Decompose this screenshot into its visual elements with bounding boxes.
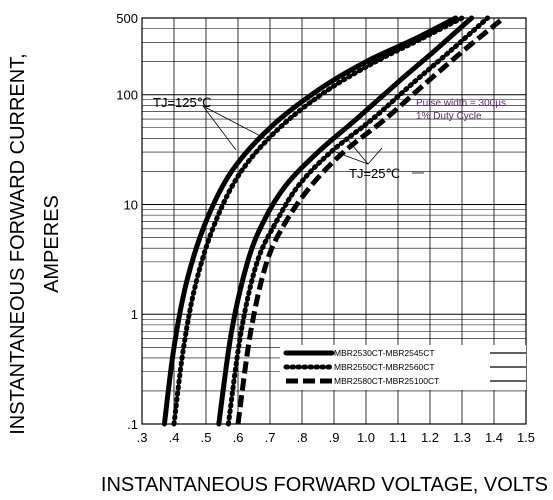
x-tick-label-10: 1.3: [453, 430, 471, 445]
legend-label-2: MBR2580CT-MBR25100CT: [334, 376, 439, 386]
series-line-1: [216, 15, 475, 427]
x-axis-title: INSTANTANEOUS FORWARD VOLTAGE, VOLTS: [101, 474, 548, 496]
tick-labels: .3 .4 .5 .6 .7 .8 .9 1.0 1.1 1.2 1.3 1.4 1.5 .1 1 10 100…: [116, 11, 535, 445]
y-tick-label-2: 10: [124, 197, 138, 212]
annotation-tj-125: TJ=125℃: [153, 95, 211, 110]
annotation-tj-125-leader-1: [202, 105, 237, 151]
annotation-tj-25-leader-3: [367, 147, 383, 165]
x-tick-label-3: .6: [233, 430, 244, 445]
annotation-duty-cycle: 1% Duty Cycle: [416, 111, 482, 122]
x-tick-label-4: .7: [265, 430, 276, 445]
x-tick-label-1: .4: [169, 430, 180, 445]
series-group: [161, 15, 506, 427]
y-axis-title-line1: INSTANTANEOUS FORWARD CURRENT,: [7, 53, 29, 435]
y-axis-title-line2: AMPERES: [41, 195, 63, 293]
x-tick-label-0: .3: [137, 430, 148, 445]
plot-frame: [141, 17, 527, 425]
x-tick-label-7: 1.0: [357, 430, 375, 445]
x-tick-label-12: 1.5: [517, 430, 535, 445]
x-tick-label-2: .5: [201, 430, 212, 445]
x-tick-label-5: .8: [297, 430, 308, 445]
annotation-tj-125-leader-2: [202, 105, 269, 141]
legend-label-1: MBR2550CT-MBR2560CT: [334, 362, 435, 372]
y-tick-label-1: 1: [131, 307, 138, 322]
annotation-tj-25-leader-1: [329, 149, 369, 165]
series-line-2: [171, 15, 465, 427]
y-tick-label-3: 100: [116, 88, 138, 103]
y-tick-label-0: .1: [127, 417, 138, 432]
annotation-group: TJ=125℃ TJ=25℃ Pulse width = 300µs 1% Du…: [153, 95, 506, 181]
annotation-pulse-width: Pulse width = 300µs: [416, 98, 506, 109]
annotation-tj-25-leader-2: [347, 139, 369, 165]
series-line-4: [235, 16, 506, 425]
legend: MBR2530CT-MBR2545CT MBR2550CT-MBR2560CT MB…: [280, 345, 526, 390]
x-tick-label-8: 1.1: [389, 430, 407, 445]
legend-label-0: MBR2530CT-MBR2545CT: [334, 348, 435, 358]
series-line-0: [161, 15, 459, 427]
x-tick-label-9: 1.2: [421, 430, 439, 445]
x-tick-label-11: 1.4: [485, 430, 503, 445]
x-tick-label-6: .9: [329, 430, 340, 445]
y-tick-label-4: 500: [116, 11, 138, 26]
series-line-3: [225, 15, 491, 427]
annotation-tj-25: TJ=25℃: [349, 166, 400, 181]
